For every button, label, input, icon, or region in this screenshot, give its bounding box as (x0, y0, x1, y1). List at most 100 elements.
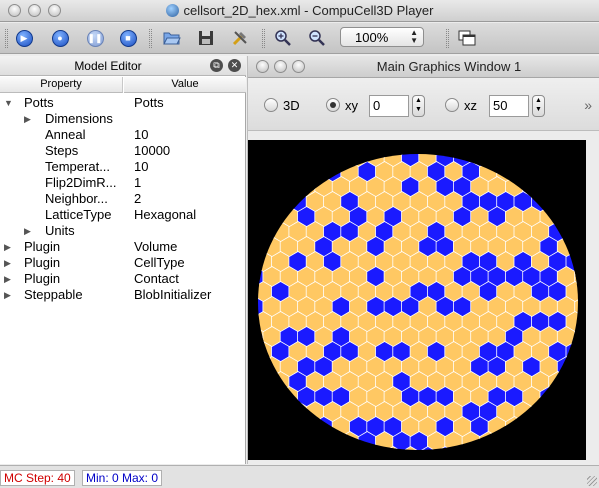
xz-slice-input[interactable]: 50 (489, 95, 529, 117)
close-window-button[interactable] (8, 4, 21, 17)
status-bar: MC Step: 40 Min: 0 Max: 0 (0, 465, 599, 488)
tree-row-value: Hexagonal (134, 207, 197, 222)
cell (418, 446, 438, 450)
save-icon (199, 31, 213, 45)
step-button[interactable]: ▶ (14, 28, 34, 48)
tree-row[interactable]: Temperat... 10 (0, 159, 246, 175)
main-graphics-window: Main Graphics Window 1 3D xy 0 ▲ ▼ xz 50 … (247, 56, 599, 464)
tree-row[interactable]: ▶ Plugin CellType (0, 255, 246, 271)
model-editor-title: Model Editor (74, 59, 142, 73)
run-button[interactable]: ● (50, 28, 70, 48)
view-controls: 3D xy 0 ▲ ▼ xz 50 ▲ ▼ » (248, 78, 599, 131)
tree-row-value: 10000 (134, 143, 171, 158)
column-header-property[interactable]: Property (0, 77, 123, 93)
toolbar-grip[interactable] (149, 29, 152, 48)
minimize-window-button[interactable] (28, 4, 41, 17)
tree-row-property: Temperat... (45, 159, 111, 174)
window-title: cellsort_2D_hex.xml - CompuCell3D Player (183, 3, 434, 18)
tree-row-property: Plugin (24, 271, 61, 286)
tree-row[interactable]: Steps 10000 (0, 143, 246, 159)
expand-right-icon[interactable]: ▶ (24, 226, 31, 236)
close-subwindow-button[interactable] (256, 60, 269, 73)
zoom-window-button[interactable] (48, 4, 61, 17)
tools-button[interactable] (230, 28, 250, 48)
tree-row[interactable]: ▶ Plugin Volume (0, 239, 246, 255)
expand-right-icon[interactable]: ▶ (24, 114, 31, 124)
toolbar-grip[interactable] (262, 29, 265, 48)
expand-right-icon[interactable]: ▶ (4, 258, 11, 268)
maximize-subwindow-button[interactable] (292, 60, 305, 73)
tree-row-property: Plugin (24, 255, 61, 270)
radio-xy[interactable] (326, 98, 340, 112)
tree-row-value: 2 (134, 191, 142, 206)
cell (435, 446, 455, 450)
tree-row[interactable]: ▶ Plugin Contact (0, 271, 246, 287)
cell (383, 446, 403, 450)
close-panel-icon[interactable]: ✕ (228, 59, 241, 72)
tree-row-value: 1 (134, 175, 142, 190)
tree-row-property: Potts (24, 95, 54, 110)
tree-row-value: Potts (134, 95, 164, 110)
toolbar-grip[interactable] (446, 29, 449, 48)
label-3d: 3D (283, 98, 300, 113)
zoom-in-button[interactable] (273, 28, 293, 48)
tree-row-value: 10 (134, 127, 149, 142)
app-icon (165, 4, 179, 17)
minimize-subwindow-button[interactable] (274, 60, 287, 73)
zoom-out-icon (309, 30, 325, 46)
expand-right-icon[interactable]: ▶ (4, 290, 11, 300)
simulation-canvas[interactable] (248, 140, 586, 460)
expand-right-icon[interactable]: ▶ (4, 242, 11, 252)
windows-button[interactable] (457, 28, 477, 48)
expand-down-icon[interactable]: ▼ (4, 98, 13, 108)
xy-slice-stepper[interactable]: ▲ ▼ (412, 95, 425, 117)
tree-row[interactable]: Flip2DimR... 1 (0, 175, 246, 191)
cell (401, 446, 421, 450)
undock-icon[interactable]: ⧉ (210, 59, 223, 72)
label-xz: xz (464, 98, 477, 113)
expand-toolbar-icon[interactable]: » (584, 97, 592, 113)
pause-button[interactable]: ❚❚ (85, 28, 105, 48)
zoom-select[interactable]: 100% ▲ ▼ (340, 27, 424, 47)
toolbar-grip[interactable] (5, 29, 8, 48)
tree-row[interactable]: ▶ Units (0, 223, 246, 239)
save-button[interactable] (196, 28, 216, 48)
tree-row-property: Steppable (24, 287, 83, 302)
tree-row-property: Dimensions (45, 111, 113, 126)
mc-step-status: MC Step: 40 (0, 470, 75, 486)
tree-row-property: Anneal (45, 127, 86, 142)
zoom-out-button[interactable] (307, 28, 327, 48)
radio-3d[interactable] (264, 98, 278, 112)
tree-row-value: Contact (134, 271, 179, 286)
model-editor-header: Model Editor ⧉ ✕ (0, 56, 246, 76)
xy-slice-input[interactable]: 0 (369, 95, 409, 117)
label-xy: xy (345, 98, 358, 113)
window-title-wrap: cellsort_2D_hex.xml - CompuCell3D Player (0, 3, 599, 18)
tree-row-property: Flip2DimR... (45, 175, 117, 190)
tree-row-property: Plugin (24, 239, 61, 254)
tree-row[interactable]: Neighbor... 2 (0, 191, 246, 207)
open-button[interactable] (162, 28, 182, 48)
column-header-value[interactable]: Value (124, 77, 246, 93)
radio-xz[interactable] (445, 98, 459, 112)
windows-icon (458, 30, 476, 46)
graphics-title-bar: Main Graphics Window 1 (248, 56, 599, 78)
main-toolbar: ▶ ● ❚❚ ■ (0, 23, 599, 54)
min-max-status: Min: 0 Max: 0 (82, 470, 163, 486)
stop-icon: ■ (119, 29, 137, 47)
select-arrows-icon: ▲ ▼ (410, 28, 418, 45)
stop-button[interactable]: ■ (118, 28, 138, 48)
tree-row[interactable]: ▶ Dimensions (0, 111, 246, 127)
tree-row-property: Neighbor... (45, 191, 108, 206)
xz-slice-stepper[interactable]: ▲ ▼ (532, 95, 545, 117)
open-icon (163, 32, 181, 45)
zoom-value: 100% (355, 30, 389, 45)
expand-right-icon[interactable]: ▶ (4, 274, 11, 284)
tree-row[interactable]: ▼ Potts Potts (0, 95, 246, 111)
tree-row[interactable]: LatticeType Hexagonal (0, 207, 246, 223)
resize-grip[interactable] (587, 476, 597, 486)
tree-row[interactable]: Anneal 10 (0, 127, 246, 143)
tree-row-property: LatticeType (45, 207, 112, 222)
tree-row[interactable]: ▶ Steppable BlobInitializer (0, 287, 246, 303)
